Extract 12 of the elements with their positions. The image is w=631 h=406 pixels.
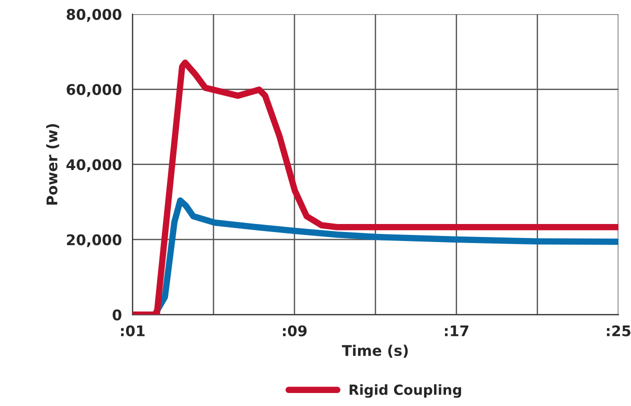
y-tick-label: 20,000 (66, 234, 122, 248)
x-tick-label: :01 (121, 325, 145, 336)
x-axis-title: Time (s) (342, 344, 408, 358)
y-tick-label: 60,000 (66, 84, 122, 97)
x-tick-label: :17 (444, 326, 468, 336)
y-tick-label: 80,000 (66, 8, 122, 22)
y-tick-label: 40,000 (66, 159, 122, 172)
y-tick-label: 0 (112, 309, 122, 320)
legend-label: Rigid Coupling (350, 384, 462, 398)
x-tick-label: :09 (283, 325, 307, 336)
x-tick-label: :25 (606, 325, 630, 336)
y-axis-title: Power (w) (46, 124, 60, 205)
